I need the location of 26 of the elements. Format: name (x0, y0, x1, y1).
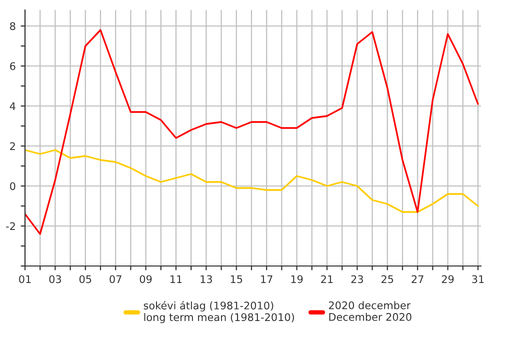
x-tick-label: 09 (140, 275, 152, 284)
line-series (25, 29, 479, 235)
legend-label: sokévi átlag (1981-2010) long term mean (1981-2010) (144, 300, 294, 324)
x-tick-label: 25 (382, 275, 394, 284)
x-tick-label: 05 (79, 275, 92, 284)
legend-label: 2020 december December 2020 (328, 301, 412, 321)
x-tick-label: 01 (19, 275, 31, 284)
x-tick-label: 29 (442, 275, 454, 284)
x-tick-label: 21 (321, 275, 333, 283)
x-tick-label: 07 (110, 275, 122, 284)
x-tick-label: 23 (351, 275, 363, 284)
x-tick-label: 17 (261, 275, 272, 283)
line-series (25, 149, 479, 213)
y-tick-label: 4 (10, 102, 16, 110)
y-tick-label: 0 (10, 182, 16, 190)
x-tick-label: 03 (49, 275, 61, 284)
x-tick-label: 31 (472, 275, 484, 284)
y-tick-label: 6 (10, 62, 16, 70)
x-tick-label: 19 (291, 275, 303, 284)
x-tick-label: 13 (200, 275, 212, 284)
y-tick-label: 8 (10, 22, 16, 30)
x-tick-label: 15 (230, 275, 242, 284)
y-tick-label: 2 (10, 142, 15, 150)
x-tick-label: 27 (412, 275, 424, 283)
y-tick-label: -2 (6, 222, 15, 230)
x-tick-label: 11 (170, 275, 182, 283)
